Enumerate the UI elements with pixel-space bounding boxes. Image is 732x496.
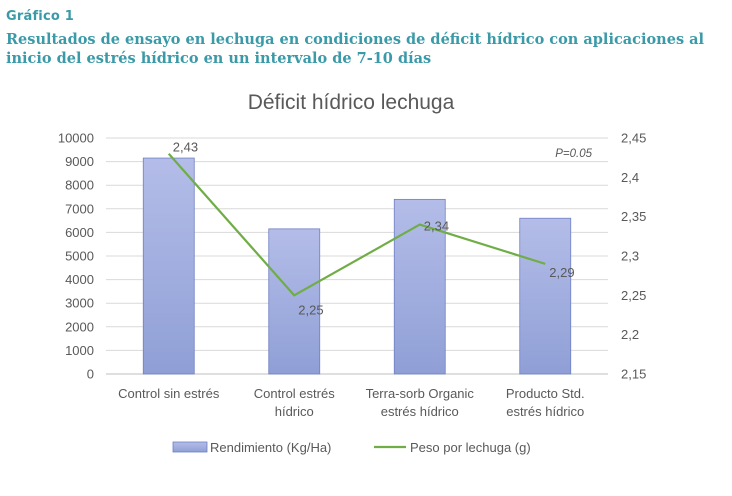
data-label: 2,25 <box>298 302 323 317</box>
right-tick-label: 2,3 <box>621 249 639 264</box>
category-label: Producto Std. <box>506 386 585 401</box>
legend-swatch-bar <box>172 441 208 453</box>
line-series: 2,43 2,25 2,34 2,29 <box>167 140 575 317</box>
data-label: 2,43 <box>173 140 198 155</box>
left-tick-label: 9000 <box>65 154 94 169</box>
bar-series <box>142 157 572 375</box>
category-label: estrés hídrico <box>381 404 459 419</box>
right-tick-label: 2,4 <box>621 170 639 185</box>
figure-label: Gráfico 1 <box>6 9 74 24</box>
right-tick-label: 2,15 <box>621 367 646 382</box>
right-tick-label: 2,35 <box>621 209 646 224</box>
legend-label-bar: Rendimiento (Kg/Ha) <box>210 440 331 455</box>
category-label: Terra-sorb Organic <box>366 386 475 401</box>
bar <box>268 228 321 375</box>
left-tick-label: 8000 <box>65 178 94 193</box>
right-axis-ticks: 2,15 2,2 2,25 2,3 2,35 2,4 2,45 <box>621 131 646 382</box>
line-path <box>167 153 546 297</box>
bar <box>393 198 446 375</box>
category-label: hídrico <box>275 404 314 419</box>
figure-caption: Resultados de ensayo en lechuga en condi… <box>6 31 705 67</box>
left-tick-label: 0 <box>87 367 94 382</box>
data-label: 2,29 <box>549 265 574 280</box>
chart-title: Déficit hídrico lechuga <box>248 91 455 114</box>
right-tick-label: 2,45 <box>621 131 646 146</box>
category-label: estrés hídrico <box>506 404 584 419</box>
right-tick-label: 2,2 <box>621 327 639 342</box>
data-label: 2,34 <box>424 219 449 234</box>
category-label: Control sin estrés <box>118 386 220 401</box>
significance-note: P=0.05 <box>555 148 592 160</box>
left-tick-label: 2000 <box>65 319 94 334</box>
left-tick-label: 1000 <box>65 343 94 358</box>
right-tick-label: 2,25 <box>621 288 646 303</box>
left-tick-label: 4000 <box>65 272 94 287</box>
left-tick-label: 6000 <box>65 225 94 240</box>
left-tick-label: 10000 <box>58 131 94 146</box>
left-tick-label: 7000 <box>65 201 94 216</box>
category-label: Control estrés <box>254 386 335 401</box>
legend: Rendimiento (Kg/Ha) Peso por lechuga (g) <box>172 440 531 455</box>
left-tick-label: 3000 <box>65 296 94 311</box>
legend-label-line: Peso por lechuga (g) <box>410 440 531 455</box>
left-axis-ticks: 0 1000 2000 3000 4000 5000 6000 7000 8000 9000 100… <box>58 131 94 382</box>
left-tick-label: 5000 <box>65 249 94 264</box>
category-labels: Control sin estrés Control estrés hídrico T… <box>118 386 584 419</box>
bar <box>142 157 195 375</box>
bar <box>519 217 572 375</box>
